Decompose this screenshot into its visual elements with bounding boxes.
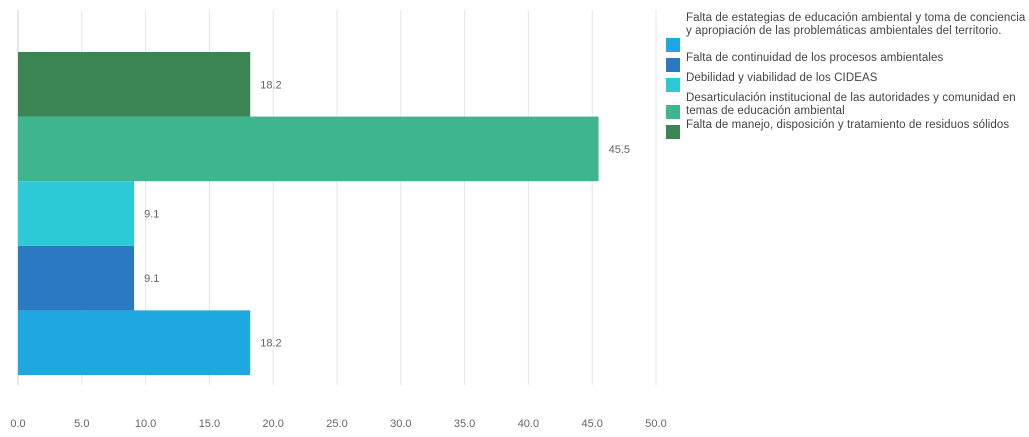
legend-swatch	[666, 38, 680, 52]
legend-label: Falta de continuidad de los procesos amb…	[686, 52, 944, 64]
legend-label: Falta de manejo, disposición y tratamien…	[686, 119, 1010, 131]
x-tick-label: 10.0	[135, 418, 156, 430]
bar-value-label: 18.2	[260, 338, 281, 350]
legend-item: Falta de continuidad de los procesos amb…	[666, 52, 1026, 72]
legend-swatch	[666, 105, 680, 119]
bar	[18, 310, 251, 375]
x-tick-label: 5.0	[74, 418, 89, 430]
x-tick-label: 0.0	[10, 418, 25, 430]
x-tick-label: 25.0	[326, 418, 347, 430]
legend-item: Falta de estategias de educación ambient…	[666, 12, 1026, 52]
bar	[18, 52, 251, 117]
legend-label: Falta de estategias de educación ambient…	[686, 12, 1026, 37]
legend-item: Falta de manejo, disposición y tratamien…	[666, 119, 1026, 139]
x-tick-label: 45.0	[581, 418, 602, 430]
legend: Falta de estategias de educación ambient…	[666, 12, 1026, 139]
bar-value-label: 45.5	[609, 144, 630, 156]
x-tick-label: 30.0	[390, 418, 411, 430]
x-tick-label: 15.0	[199, 418, 220, 430]
bar	[18, 181, 135, 246]
legend-swatch	[666, 125, 680, 139]
legend-label: Desarticulación institucional de las aut…	[686, 92, 1016, 117]
bar-value-label: 9.1	[144, 209, 159, 221]
x-tick-label: 35.0	[454, 418, 475, 430]
legend-item: Desarticulación institucional de las aut…	[666, 92, 1026, 119]
bar-value-label: 18.2	[260, 79, 281, 91]
legend-item: Debilidad y viabilidad de los CIDEAS	[666, 72, 1026, 92]
bar-value-label: 9.1	[144, 273, 159, 285]
legend-swatch	[666, 58, 680, 72]
legend-label: Debilidad y viabilidad de los CIDEAS	[686, 72, 878, 84]
bars	[18, 52, 599, 375]
x-tick-label: 40.0	[518, 418, 539, 430]
bar	[18, 116, 599, 182]
legend-swatch	[666, 78, 680, 92]
x-tick-label: 20.0	[262, 418, 283, 430]
x-tick-label: 50.0	[645, 418, 666, 430]
bar	[18, 245, 135, 311]
